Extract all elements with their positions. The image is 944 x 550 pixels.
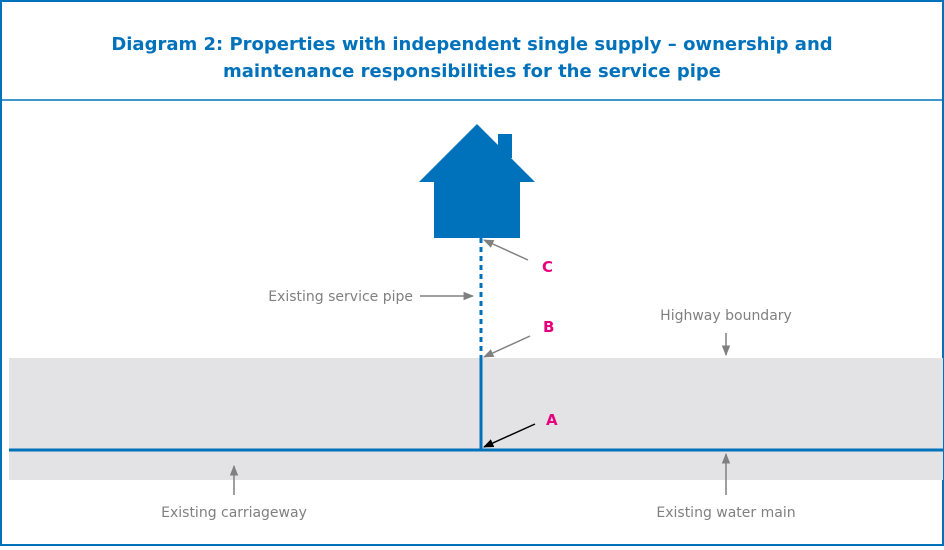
label-water-main: Existing water main — [656, 505, 795, 521]
label-b: B — [543, 318, 554, 336]
title-line: Diagram 2: Properties with independent s… — [111, 34, 832, 55]
label-a: A — [546, 411, 558, 429]
arrow-a — [483, 423, 536, 448]
road-area — [9, 358, 943, 480]
label-service-pipe: Existing service pipe — [268, 289, 413, 305]
house — [419, 124, 535, 238]
label-c: C — [542, 258, 553, 276]
label-carriageway: Existing carriageway — [161, 505, 307, 521]
arrow-b — [483, 335, 531, 358]
title-line: maintenance responsibilities for the ser… — [223, 61, 721, 82]
label-highway-boundary: Highway boundary — [660, 308, 792, 324]
arrow-c — [483, 239, 529, 261]
